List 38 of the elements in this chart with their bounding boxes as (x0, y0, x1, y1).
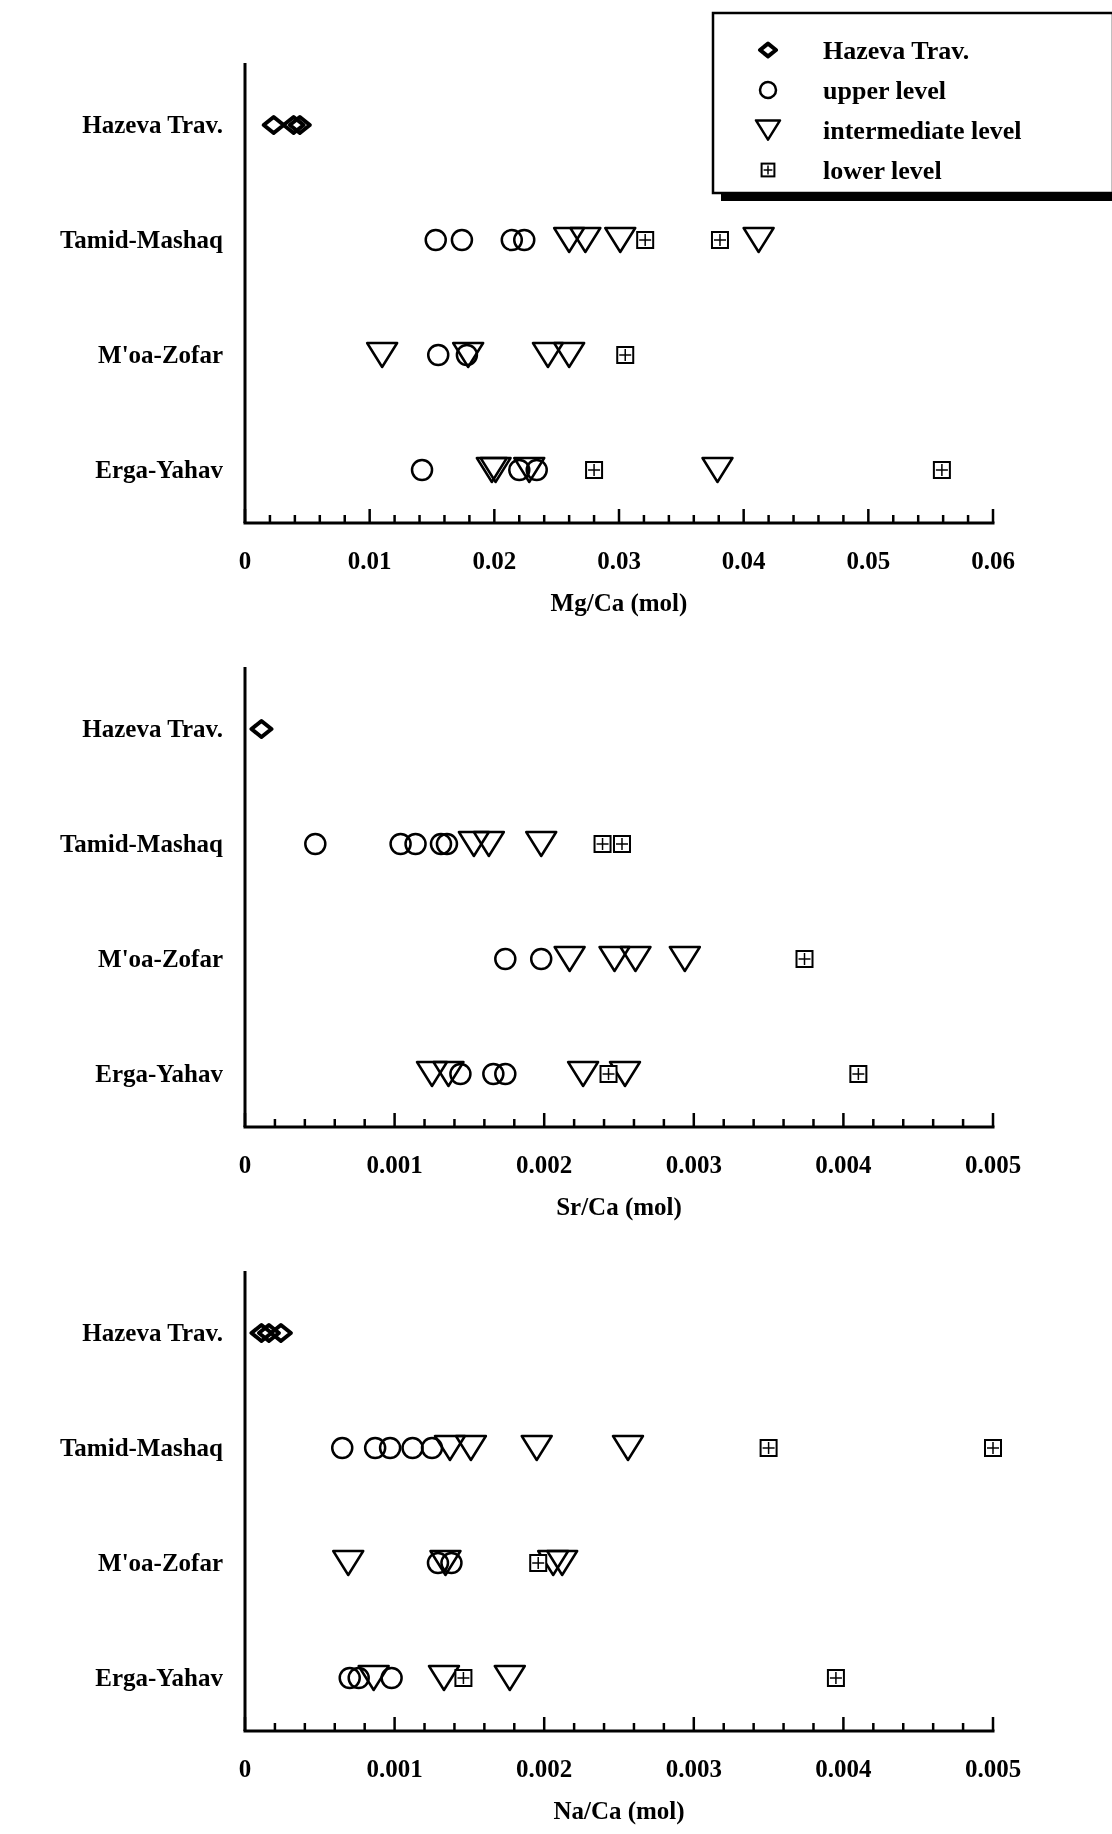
x-tick-label: 0.001 (366, 1755, 423, 1782)
y-tick-label: M'oa-Zofar (98, 945, 223, 972)
x-axis-title: Sr/Ca (mol) (556, 1193, 682, 1221)
x-tick-label: 0.06 (971, 547, 1015, 574)
x-tick-label: 0 (238, 547, 252, 574)
x-tick-label: 0 (238, 1151, 252, 1178)
x-tick-label: 0.001 (366, 1151, 423, 1178)
x-tick-label: 0.04 (721, 547, 767, 574)
y-tick-label: Tamid-Mashaq (59, 1434, 224, 1461)
x-tick-label: 0.03 (597, 547, 641, 574)
x-tick-label: 0.004 (815, 1755, 873, 1782)
y-tick-label: Erga-Yahav (95, 1664, 224, 1691)
legend-label: lower level (823, 156, 942, 185)
x-tick-label: 0.005 (964, 1151, 1022, 1178)
x-tick-label: 0 (238, 1755, 252, 1782)
y-tick-label: M'oa-Zofar (98, 341, 223, 368)
y-tick-label: Hazeva Trav. (82, 715, 223, 742)
y-tick-label: M'oa-Zofar (98, 1549, 223, 1576)
legend-label: upper level (823, 76, 947, 105)
x-tick-label: 0.05 (846, 547, 891, 574)
legend-label: Hazeva Trav. (823, 36, 970, 65)
legend-label: intermediate level (823, 116, 1022, 145)
x-tick-label: 0.02 (472, 547, 517, 574)
x-tick-label: 0.002 (516, 1151, 573, 1178)
x-tick-label: 0.005 (964, 1755, 1022, 1782)
x-tick-label: 0.003 (665, 1151, 722, 1178)
y-tick-label: Hazeva Trav. (82, 111, 223, 138)
x-tick-label: 0.01 (347, 547, 392, 574)
x-tick-label: 0.002 (516, 1755, 573, 1782)
x-axis-title: Na/Ca (mol) (553, 1797, 685, 1825)
y-tick-label: Erga-Yahav (95, 456, 224, 483)
x-axis-title: Mg/Ca (mol) (550, 589, 688, 617)
y-tick-label: Tamid-Mashaq (59, 226, 224, 253)
y-tick-label: Hazeva Trav. (82, 1319, 223, 1346)
y-tick-label: Tamid-Mashaq (59, 830, 224, 857)
y-tick-label: Erga-Yahav (95, 1060, 224, 1087)
x-tick-label: 0.003 (665, 1755, 722, 1782)
x-tick-label: 0.004 (815, 1151, 873, 1178)
